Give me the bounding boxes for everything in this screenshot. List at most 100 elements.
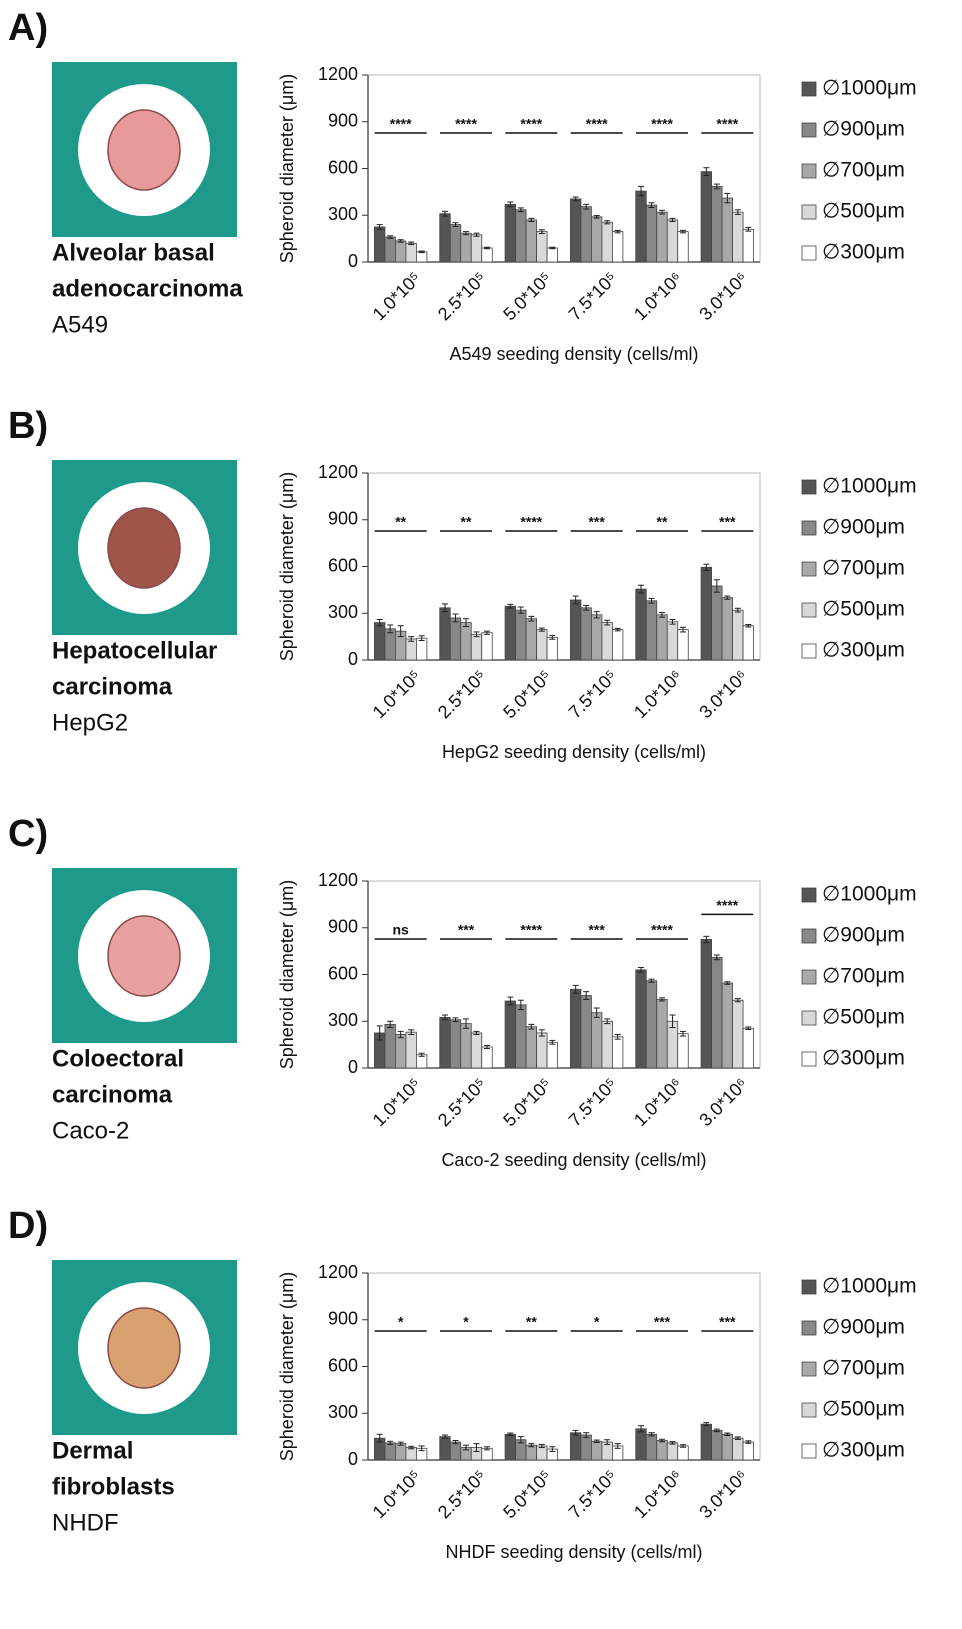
panel-label: A) — [8, 7, 48, 49]
bar — [547, 1042, 558, 1068]
bar — [657, 1441, 668, 1460]
y-tick-label: 0 — [348, 1449, 358, 1469]
significance-label: ns — [392, 922, 409, 938]
y-axis-title: Spheroid diameter (μm) — [277, 74, 297, 263]
significance-label: **** — [455, 116, 477, 132]
legend-swatch — [802, 1444, 816, 1458]
bar — [461, 623, 472, 660]
bar — [591, 1013, 602, 1068]
legend-swatch — [802, 603, 816, 617]
x-tick-label: 1.0*10⁶ — [630, 268, 686, 324]
bar — [406, 1448, 417, 1460]
bar — [733, 1438, 744, 1460]
significance-label: **** — [520, 514, 542, 530]
bar — [636, 1429, 647, 1460]
y-tick-label: 900 — [328, 917, 358, 937]
bar — [743, 1028, 754, 1068]
cell-type: adenocarcinoma — [52, 275, 243, 302]
legend-swatch — [802, 123, 816, 137]
legend-label: ∅1000μm — [822, 77, 917, 100]
bar — [678, 1034, 689, 1068]
bar — [471, 235, 482, 262]
bar — [646, 601, 657, 660]
legend-swatch — [802, 888, 816, 902]
bar — [537, 232, 548, 262]
legend-label: ∅300μm — [822, 1047, 905, 1070]
x-tick-label: 5.0*10⁵ — [499, 268, 555, 324]
bar — [482, 248, 493, 262]
bar — [602, 222, 613, 262]
bar — [406, 243, 417, 262]
legend-label: ∅700μm — [822, 557, 905, 580]
significance-label: ** — [395, 514, 406, 530]
bar — [440, 1017, 451, 1068]
bar — [526, 619, 537, 660]
bar — [733, 610, 744, 660]
bar — [570, 199, 581, 262]
bar — [537, 1033, 548, 1068]
x-tick-label: 3.0*10⁶ — [695, 666, 751, 722]
bar — [440, 608, 451, 660]
bar — [416, 638, 427, 660]
y-tick-label: 300 — [328, 1402, 358, 1422]
bar — [602, 623, 613, 660]
bar — [526, 1027, 537, 1068]
significance-label: * — [398, 1314, 404, 1330]
bar — [505, 204, 516, 262]
significance-label: *** — [458, 922, 475, 938]
y-tick-label: 300 — [328, 1010, 358, 1030]
bar — [733, 1000, 744, 1068]
x-tick-label: 7.5*10⁵ — [565, 1466, 621, 1522]
bar — [701, 939, 712, 1068]
legend-swatch — [802, 562, 816, 576]
x-tick-label: 7.5*10⁵ — [565, 268, 621, 324]
bar — [395, 1034, 406, 1068]
significance-label: *** — [654, 1314, 671, 1330]
bar — [657, 615, 668, 660]
bar — [722, 198, 733, 262]
bar — [722, 983, 733, 1068]
bar — [612, 630, 623, 660]
bar — [657, 212, 668, 262]
bar — [516, 1005, 527, 1068]
bar — [636, 970, 647, 1068]
y-tick-label: 0 — [348, 251, 358, 271]
bar — [657, 999, 668, 1068]
x-axis-title: HepG2 seeding density (cells/ml) — [442, 742, 706, 762]
y-tick-label: 600 — [328, 157, 358, 177]
bar — [385, 1024, 396, 1068]
significance-label: ** — [526, 1314, 537, 1330]
significance-label: **** — [390, 116, 412, 132]
x-tick-label: 7.5*10⁵ — [565, 666, 621, 722]
bar — [385, 237, 396, 262]
bar — [612, 232, 623, 262]
bar — [667, 220, 678, 262]
bar — [636, 589, 647, 660]
bar — [516, 210, 527, 262]
x-axis-title: NHDF seeding density (cells/ml) — [445, 1542, 702, 1562]
y-tick-label: 600 — [328, 555, 358, 575]
bar — [450, 1020, 461, 1068]
bar — [701, 172, 712, 262]
significance-label: * — [463, 1314, 469, 1330]
y-tick-label: 900 — [328, 1309, 358, 1329]
significance-label: *** — [588, 922, 605, 938]
legend-label: ∅700μm — [822, 965, 905, 988]
y-axis-title: Spheroid diameter (μm) — [277, 1272, 297, 1461]
legend-swatch — [802, 1321, 816, 1335]
cell-type: carcinoma — [52, 673, 173, 700]
bar — [667, 1443, 678, 1460]
legend-label: ∅1000μm — [822, 883, 917, 906]
legend-swatch — [802, 1403, 816, 1417]
legend-swatch — [802, 1362, 816, 1376]
legend-label: ∅1000μm — [822, 475, 917, 498]
legend-swatch — [802, 164, 816, 178]
bar — [547, 637, 558, 660]
legend-label: ∅900μm — [822, 118, 905, 141]
bar — [416, 252, 427, 262]
bar — [581, 608, 592, 660]
legend-label: ∅500μm — [822, 1006, 905, 1029]
x-tick-label: 1.0*10⁵ — [369, 268, 425, 324]
bar — [374, 623, 385, 660]
legend-swatch — [802, 644, 816, 658]
